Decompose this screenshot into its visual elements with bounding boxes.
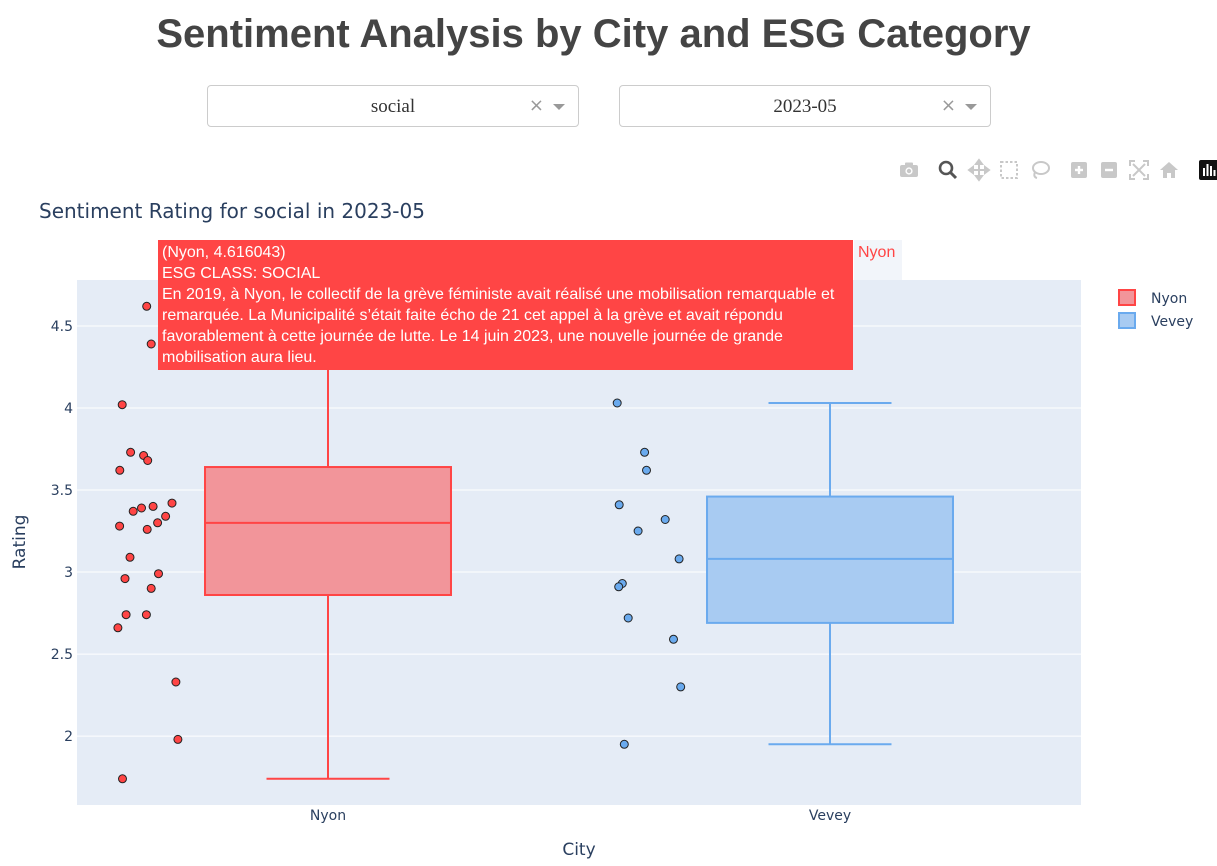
y-axis-title: Rating [10,515,30,570]
box-select-icon[interactable] [997,158,1021,182]
x-tick-label: Nyon [310,808,346,824]
data-point[interactable] [676,682,686,692]
data-point[interactable] [633,526,643,536]
data-point[interactable] [113,623,123,633]
legend-label: Vevey [1151,314,1193,330]
hover-trace-name: Nyon [854,240,902,280]
pan-icon[interactable] [967,158,991,182]
hover-text: En 2019, à Nyon, le collectif de la grèv… [162,286,835,366]
y-tick-label: 2 [64,729,73,745]
y-tick-label: 3 [64,565,73,581]
y-axis: 2 2.5 3 3.5 4 4.5 [51,319,73,745]
zoom-out-icon[interactable] [1097,158,1121,182]
x-tick-label: Vevey [809,808,851,824]
data-point[interactable] [623,613,633,623]
data-point[interactable] [120,574,130,584]
hover-tooltip: (Nyon, 4.616043) ESG CLASS: SOCIAL En 20… [158,240,853,370]
chart-title: Sentiment Rating for social in 2023-05 [39,199,425,223]
data-point[interactable] [117,400,127,410]
data-point[interactable] [642,465,651,475]
data-point[interactable] [153,518,163,528]
legend-label: Nyon [1151,291,1187,307]
data-point[interactable] [142,301,152,311]
x-axis-title: City [562,840,595,860]
data-point[interactable] [161,511,171,521]
data-point[interactable] [614,500,624,510]
legend-item-vevey[interactable]: Vevey [1118,312,1193,330]
home-icon[interactable] [1157,158,1181,182]
data-point[interactable] [137,503,146,513]
data-point[interactable] [146,339,156,349]
point-traces [113,301,686,784]
hover-header: (Nyon, 4.616043) [162,244,286,261]
data-point[interactable] [143,456,153,465]
y-tick-label: 4.5 [51,319,73,335]
category-dropdown-value: social [370,96,416,117]
box-vevey[interactable] [706,402,954,746]
plotly-logo-icon[interactable] [1197,158,1217,182]
box-nyon[interactable] [204,305,452,780]
chevron-down-icon[interactable] [965,104,977,110]
data-point[interactable] [612,398,622,408]
y-tick-label: 2.5 [51,647,73,663]
data-point[interactable] [118,774,127,784]
autoscale-icon[interactable] [1127,158,1151,182]
legend-item-nyon[interactable]: Nyon [1118,289,1187,307]
hover-class: ESG CLASS: SOCIAL [162,265,321,282]
data-point[interactable] [142,524,152,534]
data-point[interactable] [674,554,684,564]
data-point[interactable] [171,677,181,687]
y-tick-label: 4 [64,401,73,417]
category-dropdown[interactable]: social × [207,85,579,127]
data-point[interactable] [115,521,125,531]
data-point[interactable] [148,501,158,511]
data-point[interactable] [126,447,136,457]
month-dropdown-value: 2023-05 [773,96,837,117]
camera-icon[interactable] [897,158,921,182]
data-point[interactable] [128,506,138,516]
page-title: Sentiment Analysis by City and ESG Categ… [156,12,1031,56]
box-traces [204,305,954,780]
zoom-in-icon[interactable] [1067,158,1091,182]
y-tick-label: 3.5 [51,483,73,499]
data-point[interactable] [640,447,650,457]
data-point[interactable] [167,498,177,508]
month-dropdown[interactable]: 2023-05 × [619,85,991,127]
legend-swatch [1118,312,1136,329]
data-point[interactable] [614,582,624,592]
legend: Nyon Vevey [1118,289,1193,330]
data-point[interactable] [125,552,135,562]
zoom-icon[interactable] [936,158,960,182]
data-point[interactable] [146,583,156,593]
data-point[interactable] [154,569,163,579]
data-point[interactable] [660,515,670,524]
data-point[interactable] [115,465,125,475]
lasso-icon[interactable] [1028,158,1052,182]
clear-icon[interactable]: × [940,95,956,116]
data-point[interactable] [173,734,183,744]
data-point[interactable] [121,610,131,620]
clear-icon[interactable]: × [528,95,544,116]
iqr-box[interactable] [204,466,452,596]
x-axis: Nyon Vevey [310,808,851,824]
legend-swatch [1118,289,1136,306]
chevron-down-icon[interactable] [553,104,565,110]
data-point[interactable] [669,634,678,644]
data-point[interactable] [141,610,151,620]
data-point[interactable] [619,739,629,749]
